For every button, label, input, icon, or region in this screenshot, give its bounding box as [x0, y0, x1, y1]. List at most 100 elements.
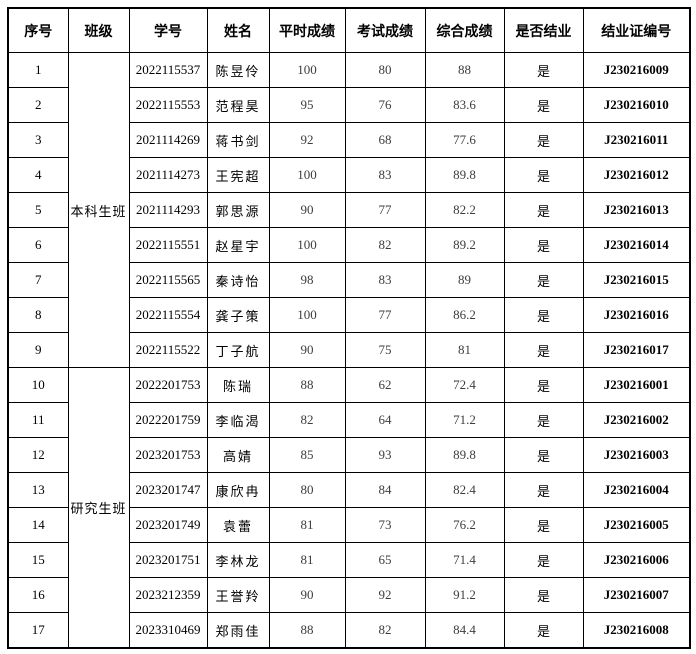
- table-row: 13 2023201747 康欣冉 80 84 82.4 是 J230216004: [7, 472, 691, 508]
- cell-exam-score: 82: [344, 227, 426, 263]
- cell-overall-score: 81: [424, 332, 505, 368]
- cell-overall-score: 89.8: [424, 157, 505, 193]
- cell-no: 3: [7, 122, 69, 158]
- cell-overall-score: 84.4: [424, 612, 505, 649]
- cell-overall-score: 82.2: [424, 192, 505, 228]
- cell-regular-score: 100: [268, 157, 346, 193]
- cell-name: 秦诗怡: [206, 262, 270, 298]
- cell-no: 14: [7, 507, 69, 543]
- table-row: 7 2022115565 秦诗怡 98 83 89 是 J230216015: [7, 262, 691, 298]
- cell-completed: 是: [503, 437, 584, 473]
- cell-completed: 是: [503, 192, 584, 228]
- cell-no: 7: [7, 262, 69, 298]
- cell-exam-score: 75: [344, 332, 426, 368]
- cell-certificate-no: J230216016: [582, 297, 691, 333]
- cell-student-id: 2023201749: [128, 507, 208, 543]
- cell-certificate-no: J230216014: [582, 227, 691, 263]
- table-row: 3 2021114269 蒋书剑 92 68 77.6 是 J230216011: [7, 122, 691, 158]
- cell-overall-score: 83.6: [424, 87, 505, 123]
- cell-student-id: 2022115553: [128, 87, 208, 123]
- cell-exam-score: 77: [344, 297, 426, 333]
- cell-completed: 是: [503, 577, 584, 613]
- cell-completed: 是: [503, 472, 584, 508]
- cell-no: 10: [7, 367, 69, 403]
- cell-student-id: 2022201759: [128, 402, 208, 438]
- header-certificate-no: 结业证编号: [582, 7, 691, 53]
- cell-overall-score: 76.2: [424, 507, 505, 543]
- cell-exam-score: 83: [344, 157, 426, 193]
- cell-completed: 是: [503, 402, 584, 438]
- cell-regular-score: 88: [268, 612, 346, 649]
- cell-exam-score: 68: [344, 122, 426, 158]
- cell-completed: 是: [503, 87, 584, 123]
- cell-student-id: 2022201753: [128, 367, 208, 403]
- cell-regular-score: 90: [268, 192, 346, 228]
- cell-overall-score: 71.4: [424, 542, 505, 578]
- cell-certificate-no: J230216006: [582, 542, 691, 578]
- header-class: 班级: [67, 7, 130, 53]
- cell-exam-score: 65: [344, 542, 426, 578]
- cell-certificate-no: J230216004: [582, 472, 691, 508]
- cell-exam-score: 80: [344, 52, 426, 88]
- header-exam-score: 考试成绩: [344, 7, 426, 53]
- cell-name: 郭思源: [206, 192, 270, 228]
- cell-name: 李临渴: [206, 402, 270, 438]
- cell-name: 龚子策: [206, 297, 270, 333]
- cell-regular-score: 81: [268, 542, 346, 578]
- cell-no: 12: [7, 437, 69, 473]
- cell-completed: 是: [503, 157, 584, 193]
- cell-overall-score: 71.2: [424, 402, 505, 438]
- cell-regular-score: 95: [268, 87, 346, 123]
- table-row: 16 2023212359 王誉羚 90 92 91.2 是 J230216007: [7, 577, 691, 613]
- header-completed: 是否结业: [503, 7, 584, 53]
- cell-no: 4: [7, 157, 69, 193]
- cell-regular-score: 100: [268, 297, 346, 333]
- cell-certificate-no: J230216002: [582, 402, 691, 438]
- cell-regular-score: 92: [268, 122, 346, 158]
- cell-student-id: 2022115522: [128, 332, 208, 368]
- cell-overall-score: 77.6: [424, 122, 505, 158]
- cell-certificate-no: J230216013: [582, 192, 691, 228]
- cell-certificate-no: J230216015: [582, 262, 691, 298]
- cell-class-group: 研究生班: [67, 367, 130, 649]
- cell-completed: 是: [503, 332, 584, 368]
- cell-completed: 是: [503, 367, 584, 403]
- cell-certificate-no: J230216005: [582, 507, 691, 543]
- cell-overall-score: 89.8: [424, 437, 505, 473]
- cell-exam-score: 64: [344, 402, 426, 438]
- cell-certificate-no: J230216017: [582, 332, 691, 368]
- cell-no: 13: [7, 472, 69, 508]
- cell-name: 王宪超: [206, 157, 270, 193]
- cell-completed: 是: [503, 227, 584, 263]
- cell-regular-score: 90: [268, 332, 346, 368]
- cell-student-id: 2022115554: [128, 297, 208, 333]
- cell-regular-score: 100: [268, 227, 346, 263]
- cell-name: 陈瑞: [206, 367, 270, 403]
- cell-exam-score: 82: [344, 612, 426, 649]
- cell-exam-score: 92: [344, 577, 426, 613]
- cell-student-id: 2023201751: [128, 542, 208, 578]
- cell-completed: 是: [503, 262, 584, 298]
- cell-completed: 是: [503, 542, 584, 578]
- cell-regular-score: 100: [268, 52, 346, 88]
- cell-certificate-no: J230216010: [582, 87, 691, 123]
- cell-completed: 是: [503, 612, 584, 649]
- cell-no: 15: [7, 542, 69, 578]
- cell-student-id: 2023201747: [128, 472, 208, 508]
- cell-completed: 是: [503, 52, 584, 88]
- cell-name: 郑雨佳: [206, 612, 270, 649]
- cell-name: 蒋书剑: [206, 122, 270, 158]
- cell-student-id: 2021114293: [128, 192, 208, 228]
- cell-regular-score: 90: [268, 577, 346, 613]
- cell-name: 丁子航: [206, 332, 270, 368]
- cell-name: 王誉羚: [206, 577, 270, 613]
- cell-student-id: 2023310469: [128, 612, 208, 649]
- cell-student-id: 2022115551: [128, 227, 208, 263]
- cell-certificate-no: J230216001: [582, 367, 691, 403]
- cell-exam-score: 84: [344, 472, 426, 508]
- cell-overall-score: 89.2: [424, 227, 505, 263]
- cell-student-id: 2021114269: [128, 122, 208, 158]
- cell-regular-score: 88: [268, 367, 346, 403]
- cell-student-id: 2022115565: [128, 262, 208, 298]
